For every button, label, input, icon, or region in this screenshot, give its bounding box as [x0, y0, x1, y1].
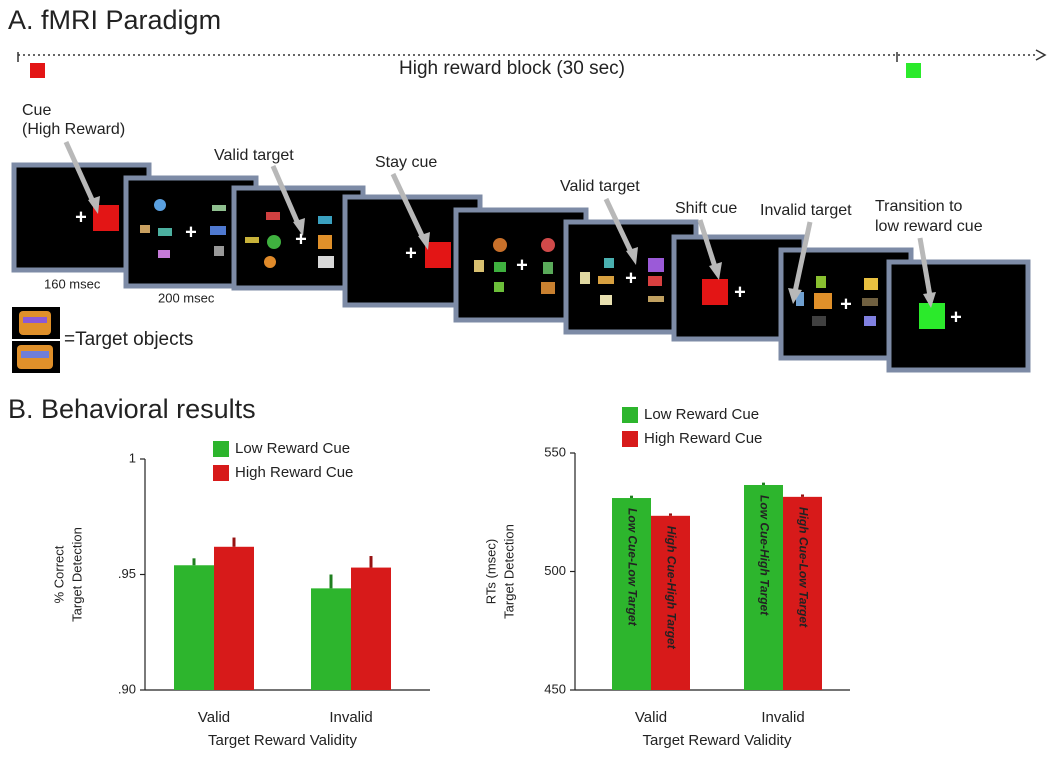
event-label: Valid target — [214, 147, 294, 164]
fixation: + — [734, 281, 746, 303]
fixation: + — [625, 267, 637, 289]
objects — [580, 258, 664, 305]
legend-swatch — [213, 441, 229, 457]
block-label: High reward block (30 sec) — [399, 58, 625, 79]
x-tick-label: Invalid — [329, 709, 372, 726]
bar — [351, 567, 391, 690]
event-label: Valid target — [560, 178, 640, 195]
legend-swatch — [622, 431, 638, 447]
event-label: Stay cue — [375, 154, 437, 171]
legend-label: High Reward Cue — [235, 464, 353, 481]
x-tick-label: Valid — [635, 709, 667, 726]
y-tick-label: 1 — [129, 450, 136, 465]
bar-label: Low Cue-High Target — [757, 495, 771, 616]
legend-label: Low Reward Cue — [235, 440, 350, 457]
red-cue — [702, 279, 728, 305]
fixation: + — [405, 242, 417, 264]
bar — [174, 565, 214, 690]
fixation: + — [185, 221, 197, 243]
legend-label: Low Reward Cue — [644, 406, 759, 423]
duration-label: 160 msec — [44, 276, 101, 291]
event-label: Invalid target — [760, 202, 852, 219]
target-object-icons — [12, 307, 60, 373]
y-tick-label: .90 — [118, 681, 136, 696]
screen — [886, 259, 1031, 373]
bar — [651, 515, 690, 690]
y-tick-label: 450 — [544, 681, 566, 696]
green-cue — [919, 303, 945, 329]
red-cue — [425, 242, 451, 268]
high-cue-icon — [30, 63, 45, 78]
bar-label: High Cue-High Target — [664, 526, 678, 650]
bar — [214, 546, 254, 690]
objects — [796, 276, 878, 326]
bar-label: High Cue-Low Target — [796, 507, 810, 628]
fixation: + — [950, 306, 962, 328]
screens: + + + + + + — [11, 162, 1031, 373]
objects — [245, 212, 334, 268]
y-tick-label: .95 — [118, 566, 136, 581]
fixation: + — [840, 293, 852, 315]
x-axis-label: Target Reward Validity — [643, 732, 792, 749]
y-tick-label: 550 — [544, 444, 566, 459]
legend-swatch — [213, 465, 229, 481]
bar-label: Low Cue-Low Target — [625, 508, 639, 627]
event-label: Cue — [22, 102, 51, 119]
x-tick-label: Valid — [198, 709, 230, 726]
y-tick-label: 500 — [544, 563, 566, 578]
event-label: (High Reward) — [22, 121, 125, 138]
objects — [140, 199, 226, 258]
arrows — [63, 140, 936, 308]
y-axis-label: % Correct — [51, 545, 66, 603]
y-axis-label: Target Detection — [501, 524, 516, 619]
bar — [612, 498, 651, 690]
duration-label: 200 msec — [158, 290, 215, 305]
low-cue-icon — [906, 63, 921, 78]
timeline-arrow — [1035, 49, 1047, 61]
bar — [744, 484, 783, 690]
bar — [783, 496, 822, 690]
objects — [474, 238, 555, 294]
fixation: + — [516, 254, 528, 276]
bar — [311, 588, 351, 690]
legend-label: High Reward Cue — [644, 430, 762, 447]
panel-title: A. fMRI Paradigm — [8, 5, 221, 35]
fixation: + — [75, 206, 87, 228]
event-label: Transition to — [875, 198, 963, 215]
y-axis-label: Target Detection — [69, 527, 84, 622]
y-axis-label: RTs (msec) — [483, 539, 498, 604]
x-tick-label: Invalid — [761, 709, 804, 726]
panel-title: B. Behavioral results — [8, 394, 256, 424]
fixation: + — [295, 228, 307, 250]
event-label: low reward cue — [875, 218, 983, 235]
target-objects-label: =Target objects — [64, 329, 193, 350]
x-axis-label: Target Reward Validity — [208, 732, 357, 749]
legend-swatch — [622, 407, 638, 423]
event-label: Shift cue — [675, 200, 737, 217]
